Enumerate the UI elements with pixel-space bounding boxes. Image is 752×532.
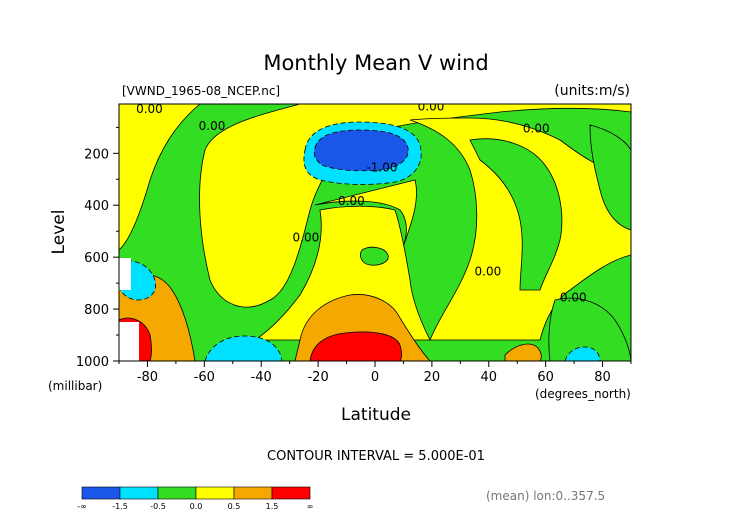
x-tick-label: -80 bbox=[137, 370, 158, 385]
dataset-label: [VWND_1965-08_NCEP.nc] bbox=[122, 84, 280, 98]
plot-area: 0.00 0.00 0.00 0.00 -1.00 0.00 0.00 0.00 0.00 0.0… bbox=[118, 99, 658, 362]
x-tick-label: 80 bbox=[594, 370, 611, 385]
x-tick-label: -60 bbox=[194, 370, 215, 385]
colorbar-label: -0.5 bbox=[150, 502, 166, 511]
colorbar-label: 1.5 bbox=[266, 502, 279, 511]
contour-label: 0.00 bbox=[418, 99, 445, 113]
colorbar-swatch bbox=[157, 486, 197, 500]
y-axis: 200 400 600 800 1000 bbox=[76, 126, 119, 370]
field-green-patch bbox=[360, 246, 389, 266]
contour-label: 0.00 bbox=[523, 122, 550, 136]
x-tick-label: -20 bbox=[307, 370, 328, 385]
x-tick-label: 40 bbox=[481, 370, 498, 385]
missing-data-1 bbox=[119, 258, 131, 290]
field-red-core bbox=[309, 331, 402, 361]
colorbar-swatch bbox=[81, 486, 121, 500]
contour-labels: 0.00 0.00 0.00 0.00 -1.00 0.00 0.00 0.00 0.00 0.0… bbox=[136, 99, 658, 304]
y-tick-label: 800 bbox=[84, 303, 109, 318]
colorbar-swatch bbox=[271, 486, 311, 500]
contour-label: 0.00 bbox=[136, 102, 163, 116]
contour-label: -1.00 bbox=[366, 160, 397, 174]
chart-title: Monthly Mean V wind bbox=[263, 51, 488, 75]
y-axis-label: Level bbox=[49, 210, 69, 255]
field-cyan-lower bbox=[204, 335, 283, 361]
x-tick-label: 60 bbox=[537, 370, 554, 385]
colorbar-swatch bbox=[195, 486, 235, 500]
y-tick-label: 200 bbox=[84, 147, 109, 162]
field-green-lower-east bbox=[548, 297, 631, 361]
y-units: (millibar) bbox=[48, 379, 102, 393]
contour-label: 0.00 bbox=[293, 231, 320, 245]
colorbar-label: -∞ bbox=[77, 502, 87, 511]
contour-label: 0.00 bbox=[560, 290, 587, 304]
y-tick-label: 600 bbox=[84, 251, 109, 266]
contour-interval: CONTOUR INTERVAL = 5.000E-01 bbox=[267, 449, 485, 464]
contour-label: 0.00 bbox=[338, 194, 365, 208]
colorbar-label: 0.0 bbox=[190, 502, 203, 511]
colorbar-swatch bbox=[119, 486, 159, 500]
contour-label: 0.00 bbox=[475, 264, 502, 278]
field-green-far-east bbox=[589, 124, 631, 231]
x-units: (degrees_north) bbox=[535, 387, 631, 401]
x-tick-label: 20 bbox=[424, 370, 441, 385]
colorbar-label: 0.5 bbox=[228, 502, 241, 511]
colorbar-swatch bbox=[233, 486, 273, 500]
x-tick-label: 0 bbox=[371, 370, 379, 385]
x-axis: -80 -60 -40 -20 0 20 40 60 80 bbox=[118, 361, 632, 385]
y-tick-label: 400 bbox=[84, 199, 109, 214]
colorbar: -∞ -1.5 -0.5 0.0 0.5 1.5 ∞ bbox=[77, 486, 314, 511]
field-orange-east bbox=[504, 343, 542, 361]
units-label: (units:m/s) bbox=[554, 83, 630, 99]
contour-label: 0.00 bbox=[631, 270, 658, 284]
field-blue-core bbox=[313, 129, 409, 172]
x-tick-label: -40 bbox=[251, 370, 272, 385]
colorbar-label: -1.5 bbox=[112, 502, 128, 511]
contour-label: 0.00 bbox=[199, 119, 226, 133]
footer-note: (mean) lon:0..357.5 bbox=[486, 489, 605, 503]
x-axis-label: Latitude bbox=[341, 405, 411, 425]
field-yellow-east bbox=[409, 117, 631, 341]
field-green-east bbox=[469, 138, 563, 291]
colorbar-label: ∞ bbox=[307, 502, 314, 511]
y-tick-label: 1000 bbox=[76, 355, 109, 370]
missing-data-2 bbox=[119, 322, 139, 361]
field-yellow-west bbox=[119, 104, 201, 251]
field-cyan-east bbox=[564, 346, 601, 361]
